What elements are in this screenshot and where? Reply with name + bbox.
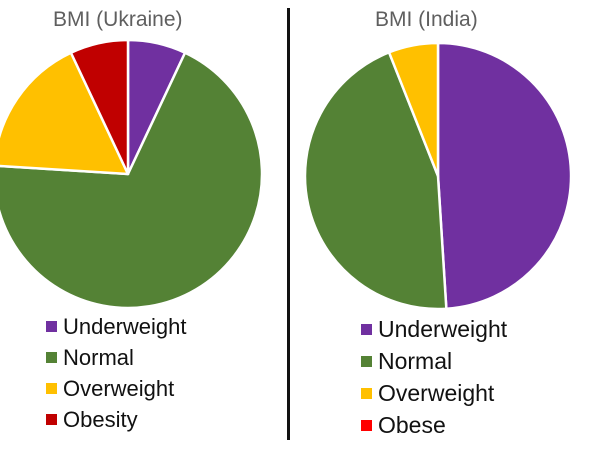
chart-title: BMI (Ukraine) bbox=[53, 8, 183, 31]
legend-item-overweight: Overweight bbox=[361, 377, 507, 409]
legend-label: Underweight bbox=[63, 313, 187, 339]
pie-slice-obesity bbox=[69, 38, 130, 176]
chart-india: BMI (India) Underweight Normal Overweigh… bbox=[291, 0, 590, 453]
legend-item-obesity: Obesity bbox=[46, 404, 187, 435]
legend-swatch bbox=[46, 352, 57, 363]
legend-item-overweight: Overweight bbox=[46, 373, 187, 404]
legend-swatch bbox=[46, 383, 57, 394]
legend-swatch bbox=[46, 321, 57, 332]
legend-swatch bbox=[46, 414, 57, 425]
pie-slice-overweight bbox=[387, 41, 440, 178]
chart-ukraine: BMI (Ukraine) Underweight Normal Overwei… bbox=[0, 0, 288, 453]
legend-label: Overweight bbox=[378, 379, 495, 406]
legend-item-normal: Normal bbox=[361, 345, 507, 377]
legend-item-normal: Normal bbox=[46, 342, 187, 373]
legend-label: Normal bbox=[63, 344, 134, 370]
legend-item-obese: Obese bbox=[361, 409, 507, 441]
legend: Underweight Normal Overweight Obesity bbox=[46, 311, 187, 435]
legend-swatch bbox=[361, 387, 372, 399]
legend-item-underweight: Underweight bbox=[361, 313, 507, 345]
pie-slice-overweight bbox=[0, 51, 130, 176]
legend-label: Obesity bbox=[63, 406, 138, 432]
legend-label: Underweight bbox=[378, 315, 508, 342]
legend-label: Overweight bbox=[63, 375, 175, 401]
pie-slice-underweight bbox=[436, 41, 573, 310]
legend-label: Obese bbox=[378, 411, 446, 438]
divider-line bbox=[287, 8, 290, 440]
pie-slice-normal bbox=[0, 51, 264, 310]
pie-chart-ukraine bbox=[0, 38, 264, 310]
legend-swatch bbox=[361, 355, 372, 367]
legend-swatch bbox=[361, 323, 372, 335]
chart-title: BMI (India) bbox=[375, 8, 478, 31]
legend-swatch bbox=[361, 419, 372, 431]
legend-item-underweight: Underweight bbox=[46, 311, 187, 342]
legend: Underweight Normal Overweight Obese bbox=[361, 313, 507, 441]
pie-slice-normal bbox=[303, 51, 448, 311]
pie-chart-india bbox=[303, 41, 573, 311]
legend-label: Normal bbox=[378, 347, 453, 374]
